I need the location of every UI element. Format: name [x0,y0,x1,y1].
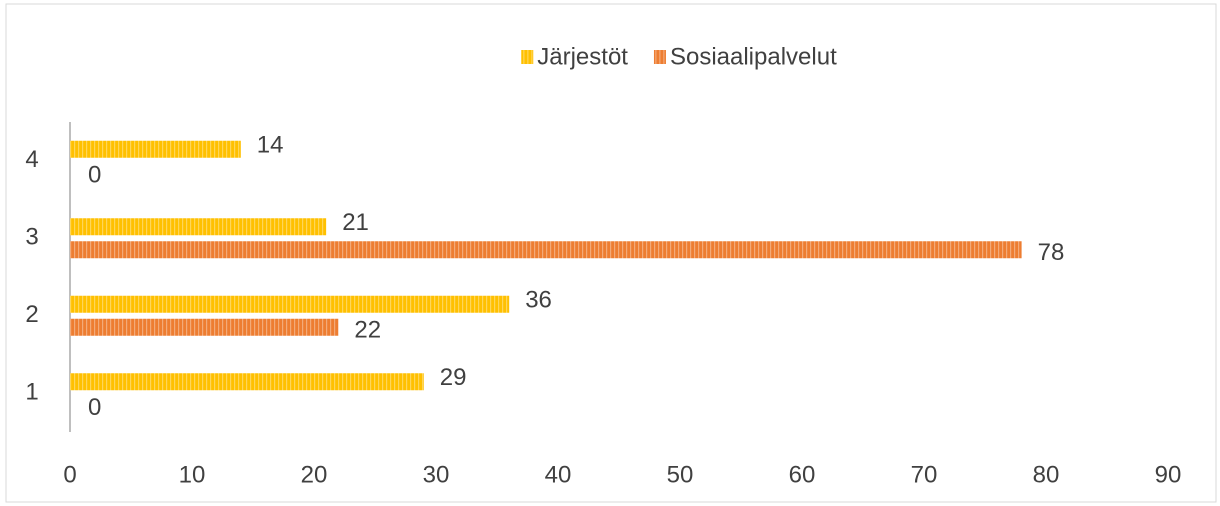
bar [70,140,241,158]
legend-swatch [521,50,534,64]
legend: Järjestöt Sosiaalipalvelut [521,43,837,70]
bar [70,218,327,236]
data-label: 0 [88,162,101,189]
x-tick-label: 40 [545,461,572,488]
x-tick-label: 50 [667,461,694,488]
x-tick-label: 30 [423,461,450,488]
data-label: 14 [257,132,284,159]
data-label: 0 [88,394,101,421]
y-tick-label: 1 [25,379,38,406]
legend-label: Järjestöt [537,43,628,70]
x-tick-label: 80 [1033,461,1060,488]
x-tick-label: 90 [1155,461,1182,488]
x-tick-label: 10 [179,461,206,488]
bar [70,295,510,313]
legend-label: Sosiaalipalvelut [670,43,837,70]
x-tick-label: 0 [63,461,76,488]
y-tick-label: 2 [25,301,38,328]
data-label: 29 [440,364,467,391]
data-label: 21 [342,209,369,236]
data-label: 22 [354,317,381,344]
bar [70,318,339,336]
x-tick-label: 70 [911,461,938,488]
bar [70,373,424,391]
y-tick-label: 3 [25,224,38,251]
data-label: 78 [1038,239,1065,266]
legend-swatch [653,50,666,64]
data-label: 36 [525,287,552,314]
x-tick-label: 60 [789,461,816,488]
y-tick-label: 4 [25,146,38,173]
x-tick-label: 20 [301,461,328,488]
bar [70,241,1022,259]
